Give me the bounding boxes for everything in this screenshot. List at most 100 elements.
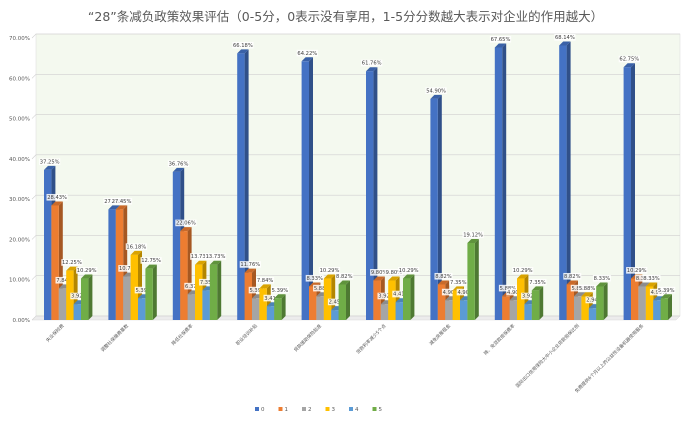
plot-wall (35, 33, 681, 317)
bar-face (430, 98, 438, 321)
bar-side (437, 94, 442, 321)
bar-top (559, 41, 571, 46)
y-tick-label: 70.00% (9, 36, 30, 42)
data-label: 27.45% (112, 199, 132, 205)
data-label-bg (318, 267, 341, 274)
data-label: 36.76% (169, 161, 189, 167)
bar-top (237, 49, 249, 54)
bar-top (301, 57, 313, 62)
data-label-bg (563, 272, 582, 280)
data-label-bg (140, 257, 162, 264)
bar-face (366, 71, 374, 320)
bar-top (638, 282, 650, 287)
bar-top (373, 276, 385, 281)
data-label: 2.94% (586, 298, 603, 304)
bar-face (660, 298, 668, 320)
data-label-bg (184, 282, 203, 290)
category-label: 贷款援助保险贴息 (292, 322, 323, 353)
data-label-bg (305, 274, 324, 282)
bar (403, 274, 415, 320)
data-label-bg (392, 290, 411, 298)
bar-top (403, 274, 415, 279)
legend-label: 2 (308, 407, 312, 413)
category-label: 失业保险费 (44, 322, 65, 343)
bar-top (366, 67, 378, 72)
bar-face (66, 270, 74, 320)
bar-top (517, 274, 529, 279)
data-label-bg (462, 231, 484, 239)
bar-side (474, 238, 479, 320)
data-label-bg (39, 158, 61, 166)
bar-face (588, 308, 597, 320)
data-label-bg (190, 253, 212, 260)
bar-face (187, 294, 195, 320)
bar-top (274, 294, 286, 299)
bar-top (66, 266, 78, 271)
bar-face (138, 298, 146, 320)
bar-face (531, 290, 540, 320)
data-label: 10.29% (320, 268, 340, 274)
bar-face (502, 296, 510, 320)
data-label: 9.80% (371, 270, 388, 276)
data-label-bg (313, 284, 332, 292)
bar-face (452, 290, 460, 320)
bar-side (309, 57, 313, 320)
data-label: 22.06% (176, 221, 196, 227)
data-label-bg (335, 272, 354, 280)
legend-label: 1 (285, 407, 289, 413)
data-label-bg (248, 286, 267, 294)
bar-face (115, 209, 124, 320)
data-label: 8.82% (564, 274, 581, 280)
bar-top (309, 282, 321, 287)
data-label-bg (441, 288, 460, 296)
bar-top (180, 227, 192, 232)
bar-face (180, 231, 188, 320)
bar-top (108, 205, 120, 210)
legend-swatch (325, 407, 330, 411)
bar-face (58, 288, 67, 320)
data-label-bg (263, 294, 282, 302)
bar-face (44, 169, 52, 320)
bar-top (660, 294, 672, 299)
bar-top (430, 94, 442, 99)
bar-side (566, 41, 571, 321)
bar-face (244, 272, 252, 320)
bar-face (130, 254, 138, 320)
data-label-bg (239, 261, 261, 268)
bar (531, 286, 544, 320)
bar-side (603, 282, 608, 320)
data-label-bg (118, 265, 140, 272)
bar-face (524, 304, 532, 320)
data-label: 5.88% (579, 286, 596, 292)
data-label: 16.18% (126, 244, 146, 250)
bar-top (452, 286, 464, 291)
bar (237, 49, 249, 321)
data-label: 4.41% (393, 292, 410, 298)
legend-label: 5 (379, 407, 383, 413)
data-label-bg (512, 267, 534, 274)
y-tick-label: 10.00% (9, 278, 30, 284)
data-label-bg (110, 197, 133, 205)
category-label: 降低社保费率 (170, 322, 195, 347)
gridline (31, 73, 680, 79)
bar-face (445, 300, 453, 320)
data-label-bg (361, 59, 383, 67)
bar-side (346, 280, 350, 320)
bar-top (531, 286, 544, 291)
bar (494, 43, 507, 321)
y-tick-label: 40.00% (9, 157, 30, 163)
bar-side (373, 67, 378, 320)
data-label-bg (592, 274, 611, 282)
data-label-bg (125, 243, 147, 250)
bar (660, 294, 672, 320)
bar-side (539, 286, 544, 320)
data-label-bg (199, 278, 218, 286)
bar-top (172, 167, 185, 172)
data-label-bg (327, 298, 346, 306)
bar (145, 264, 157, 320)
bar-face (653, 300, 661, 320)
data-label-bg (521, 292, 540, 300)
gridline (31, 194, 680, 200)
bar-face (331, 310, 339, 320)
